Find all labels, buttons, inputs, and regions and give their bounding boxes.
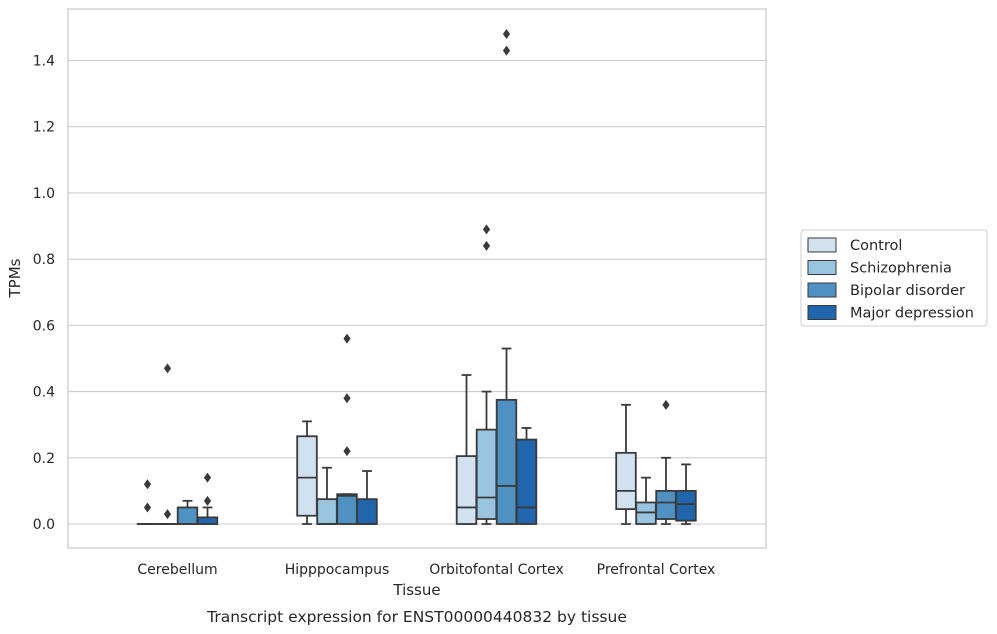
x-tick-label: Prefrontal Cortex [597,562,716,578]
x-tick-label: Hipppocampus [285,562,390,578]
legend-swatch [807,237,837,253]
outlier-point [482,224,491,235]
y-tick-label: 1.4 [33,54,55,70]
box-body [615,451,637,511]
chart-caption: Transcript expression for ENST0000044083… [206,608,627,626]
box-body [655,489,677,520]
box-body [316,498,338,525]
box-1-0 [156,363,179,525]
box-3-0 [196,472,219,525]
box-0-2 [455,374,478,525]
outlier-point [143,479,152,490]
outlier-point [502,45,511,56]
box-0-3 [615,403,637,525]
x-tick-label: Orbitofontal Cortex [429,562,564,578]
y-tick-label: 1.2 [33,120,55,136]
legend-frame [800,229,988,327]
box-body [455,455,478,525]
box-1-1 [316,466,338,525]
outlier-point [662,399,670,410]
legend-label: Bipolar disorder [850,283,965,299]
box-body [495,398,518,525]
box-2-3 [655,399,677,525]
box-0-1 [296,420,318,525]
outlier-point [163,509,172,520]
box-body [356,498,378,525]
x-axis-title: Tissue [392,581,440,599]
y-tick-label: 0.6 [33,318,55,334]
box-3-2 [515,427,538,525]
outlier-point [343,393,351,404]
box-body [336,493,358,525]
legend-label: Control [850,238,902,254]
y-tick-label: 0.8 [33,252,55,268]
box-2-1 [336,333,358,525]
box-body [296,435,318,517]
legend-swatch [807,305,837,320]
box-body [675,489,697,522]
box-2-2 [495,29,518,525]
y-tick-label: 0.2 [33,451,55,467]
outlier-point [163,363,172,374]
box-body [515,438,538,525]
boxes [136,29,697,525]
box-3-1 [356,470,378,525]
box-body [196,516,219,525]
y-tick-labels: 0.0 0.2 0.4 0.6 0.8 1.0 1.2 1.4 [33,54,55,534]
y-axis-title: TPMs [6,258,24,298]
y-tick-label: 1.0 [33,186,55,202]
outlier-point [502,29,511,40]
box-1-2 [475,224,498,525]
legend-swatch [807,282,837,298]
plot-frame [67,8,767,549]
legend: Control Schizophrenia Bipolar disorder Majo… [800,229,988,327]
legend-label: Schizophrenia [850,261,952,277]
outlier-point [203,472,212,483]
outlier-point [343,333,351,344]
box-3-3 [675,463,697,525]
y-tick-label: 0.0 [33,517,55,533]
box-2-0 [176,499,199,525]
outlier-point [203,495,212,506]
box-body [176,506,199,525]
box-body [475,428,498,520]
outlier-point [343,446,351,457]
y-tick-label: 0.4 [33,385,55,401]
legend-swatch [807,260,837,275]
x-tick-label: Cerebellum [137,562,217,578]
outlier-point [482,240,491,251]
x-tick-labels: Cerebellum Hipppocampus Orbitofontal Corte… [137,562,715,578]
box-0-0 [136,479,159,525]
box-1-3 [635,476,657,525]
legend-label: Major depression [850,306,974,322]
grid-lines [68,59,766,525]
outlier-point [143,502,152,513]
